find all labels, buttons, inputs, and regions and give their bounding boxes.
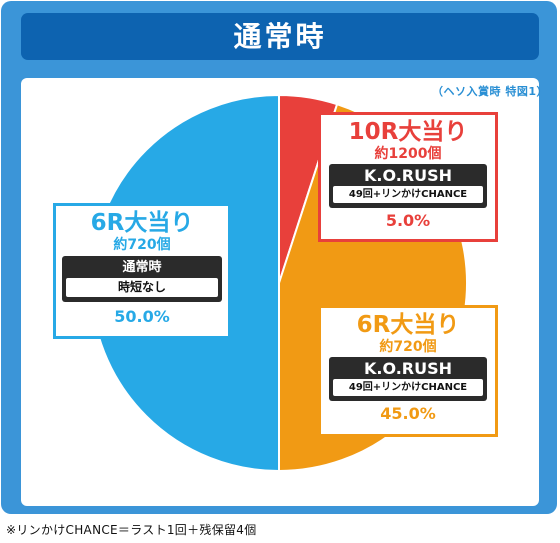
slice-sub-6r-normal: 約720個 xyxy=(113,237,171,253)
mode-detail-6r-rush: 49回+リンかけCHANCE xyxy=(333,379,483,396)
slice-percent-6r-normal: 50.0% xyxy=(114,307,170,326)
source-note: （ヘソ入賞時 特図1） xyxy=(432,85,548,98)
footnote: ※リンかけCHANCE＝ラスト1回＋残保留4個 xyxy=(6,523,257,537)
label-box-10r: 10R大当り 約1200個 K.O.RUSH 49回+リンかけCHANCE 5.… xyxy=(318,112,498,242)
slice-sub-6r-rush: 約720個 xyxy=(379,339,437,355)
mode-block-6r-normal: 通常時 時短なし xyxy=(62,256,222,302)
slice-percent-6r-rush: 45.0% xyxy=(380,404,436,423)
mode-detail-6r-normal: 時短なし xyxy=(66,278,218,297)
slice-sub-10r: 約1200個 xyxy=(374,146,442,162)
slice-label-6r-rush: 6R大当り xyxy=(356,312,460,338)
mode-block-6r-rush: K.O.RUSH 49回+リンかけCHANCE xyxy=(329,357,487,401)
slice-label-6r-normal: 6R大当り xyxy=(90,210,194,236)
mode-name-10r: K.O.RUSH xyxy=(363,166,453,185)
label-box-6r-rush: 6R大当り 約720個 K.O.RUSH 49回+リンかけCHANCE 45.0… xyxy=(318,305,498,437)
mode-detail-10r: 49回+リンかけCHANCE xyxy=(333,186,483,203)
slice-label-10r: 10R大当り xyxy=(348,119,468,145)
chart-title: 通常時 xyxy=(21,13,539,60)
mode-block-10r: K.O.RUSH 49回+リンかけCHANCE xyxy=(329,164,487,208)
mode-name-6r-normal: 通常時 xyxy=(122,260,162,275)
slice-percent-10r: 5.0% xyxy=(385,211,431,230)
label-box-6r-normal: 6R大当り 約720個 通常時 時短なし 50.0% xyxy=(53,203,231,339)
mode-name-6r-rush: K.O.RUSH xyxy=(363,359,453,378)
